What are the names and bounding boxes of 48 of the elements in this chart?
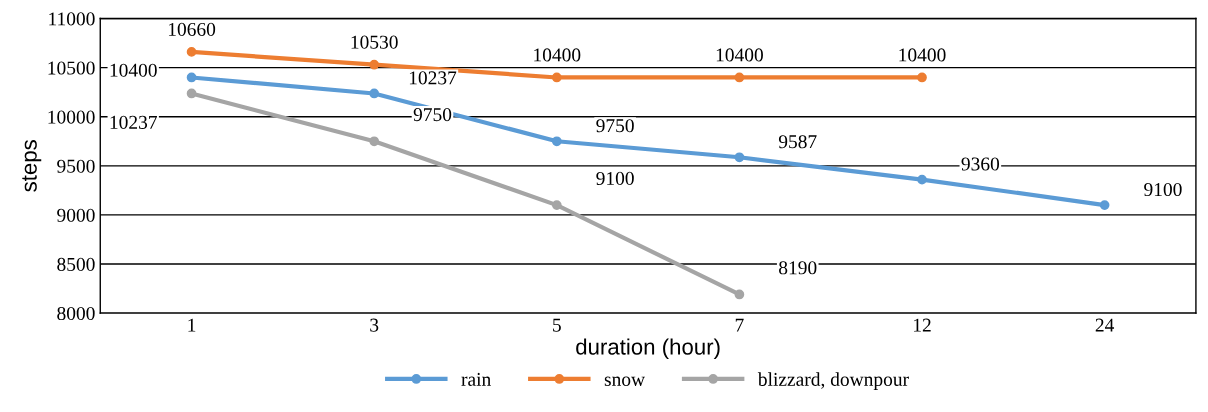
y-tick-label: 9000 [57,208,95,222]
data-label: 9360 [961,157,1000,171]
data-label: 8190 [779,261,817,275]
legend-label: blizzard, downpour [757,372,909,390]
point [734,72,745,83]
point [917,72,927,83]
point [734,152,745,163]
data-label: 10400 [716,48,763,62]
x-axis-title: duration (hour) [576,338,720,360]
data-label: 9587 [778,135,817,149]
point [917,174,927,185]
data-label: 10400 [110,63,157,77]
point [186,72,197,83]
point [1099,200,1110,210]
legend-label: snow [604,376,645,386]
point [369,88,380,99]
data-label: 9750 [596,119,634,133]
data-label: 10400 [899,48,946,62]
point [551,200,562,210]
point [186,47,197,57]
x-tick-label: 24 [1095,318,1115,332]
point [551,136,562,147]
data-label: 9100 [596,171,634,185]
x-tick-label: 7 [735,318,744,332]
point [186,88,197,99]
x-tick-label: 12 [913,318,931,332]
point [734,289,745,300]
y-tick-label: 11000 [49,12,95,26]
data-label: 9100 [1144,182,1182,197]
y-tick-label: 9500 [57,159,95,173]
point [551,72,562,83]
x-tick-label: 1 [188,318,196,332]
x-tick-label: 5 [553,318,561,332]
data-label: 10237 [409,71,457,85]
data-label: 10660 [168,22,216,36]
y-tick-label: 8500 [57,257,95,271]
y-tick-label: 10500 [48,61,95,75]
point [369,59,380,70]
point [369,136,380,147]
x-tick-label: 3 [370,318,379,332]
y-tick-label: 10000 [48,110,95,124]
data-label: 9750 [413,108,452,122]
data-label: 10237 [110,115,157,129]
data-label: 10400 [534,48,581,62]
legend-label: rain [461,372,491,386]
data-label: 10530 [351,35,398,49]
y-axis-title: steps [22,140,42,192]
y-tick-label: 8000 [57,306,95,321]
